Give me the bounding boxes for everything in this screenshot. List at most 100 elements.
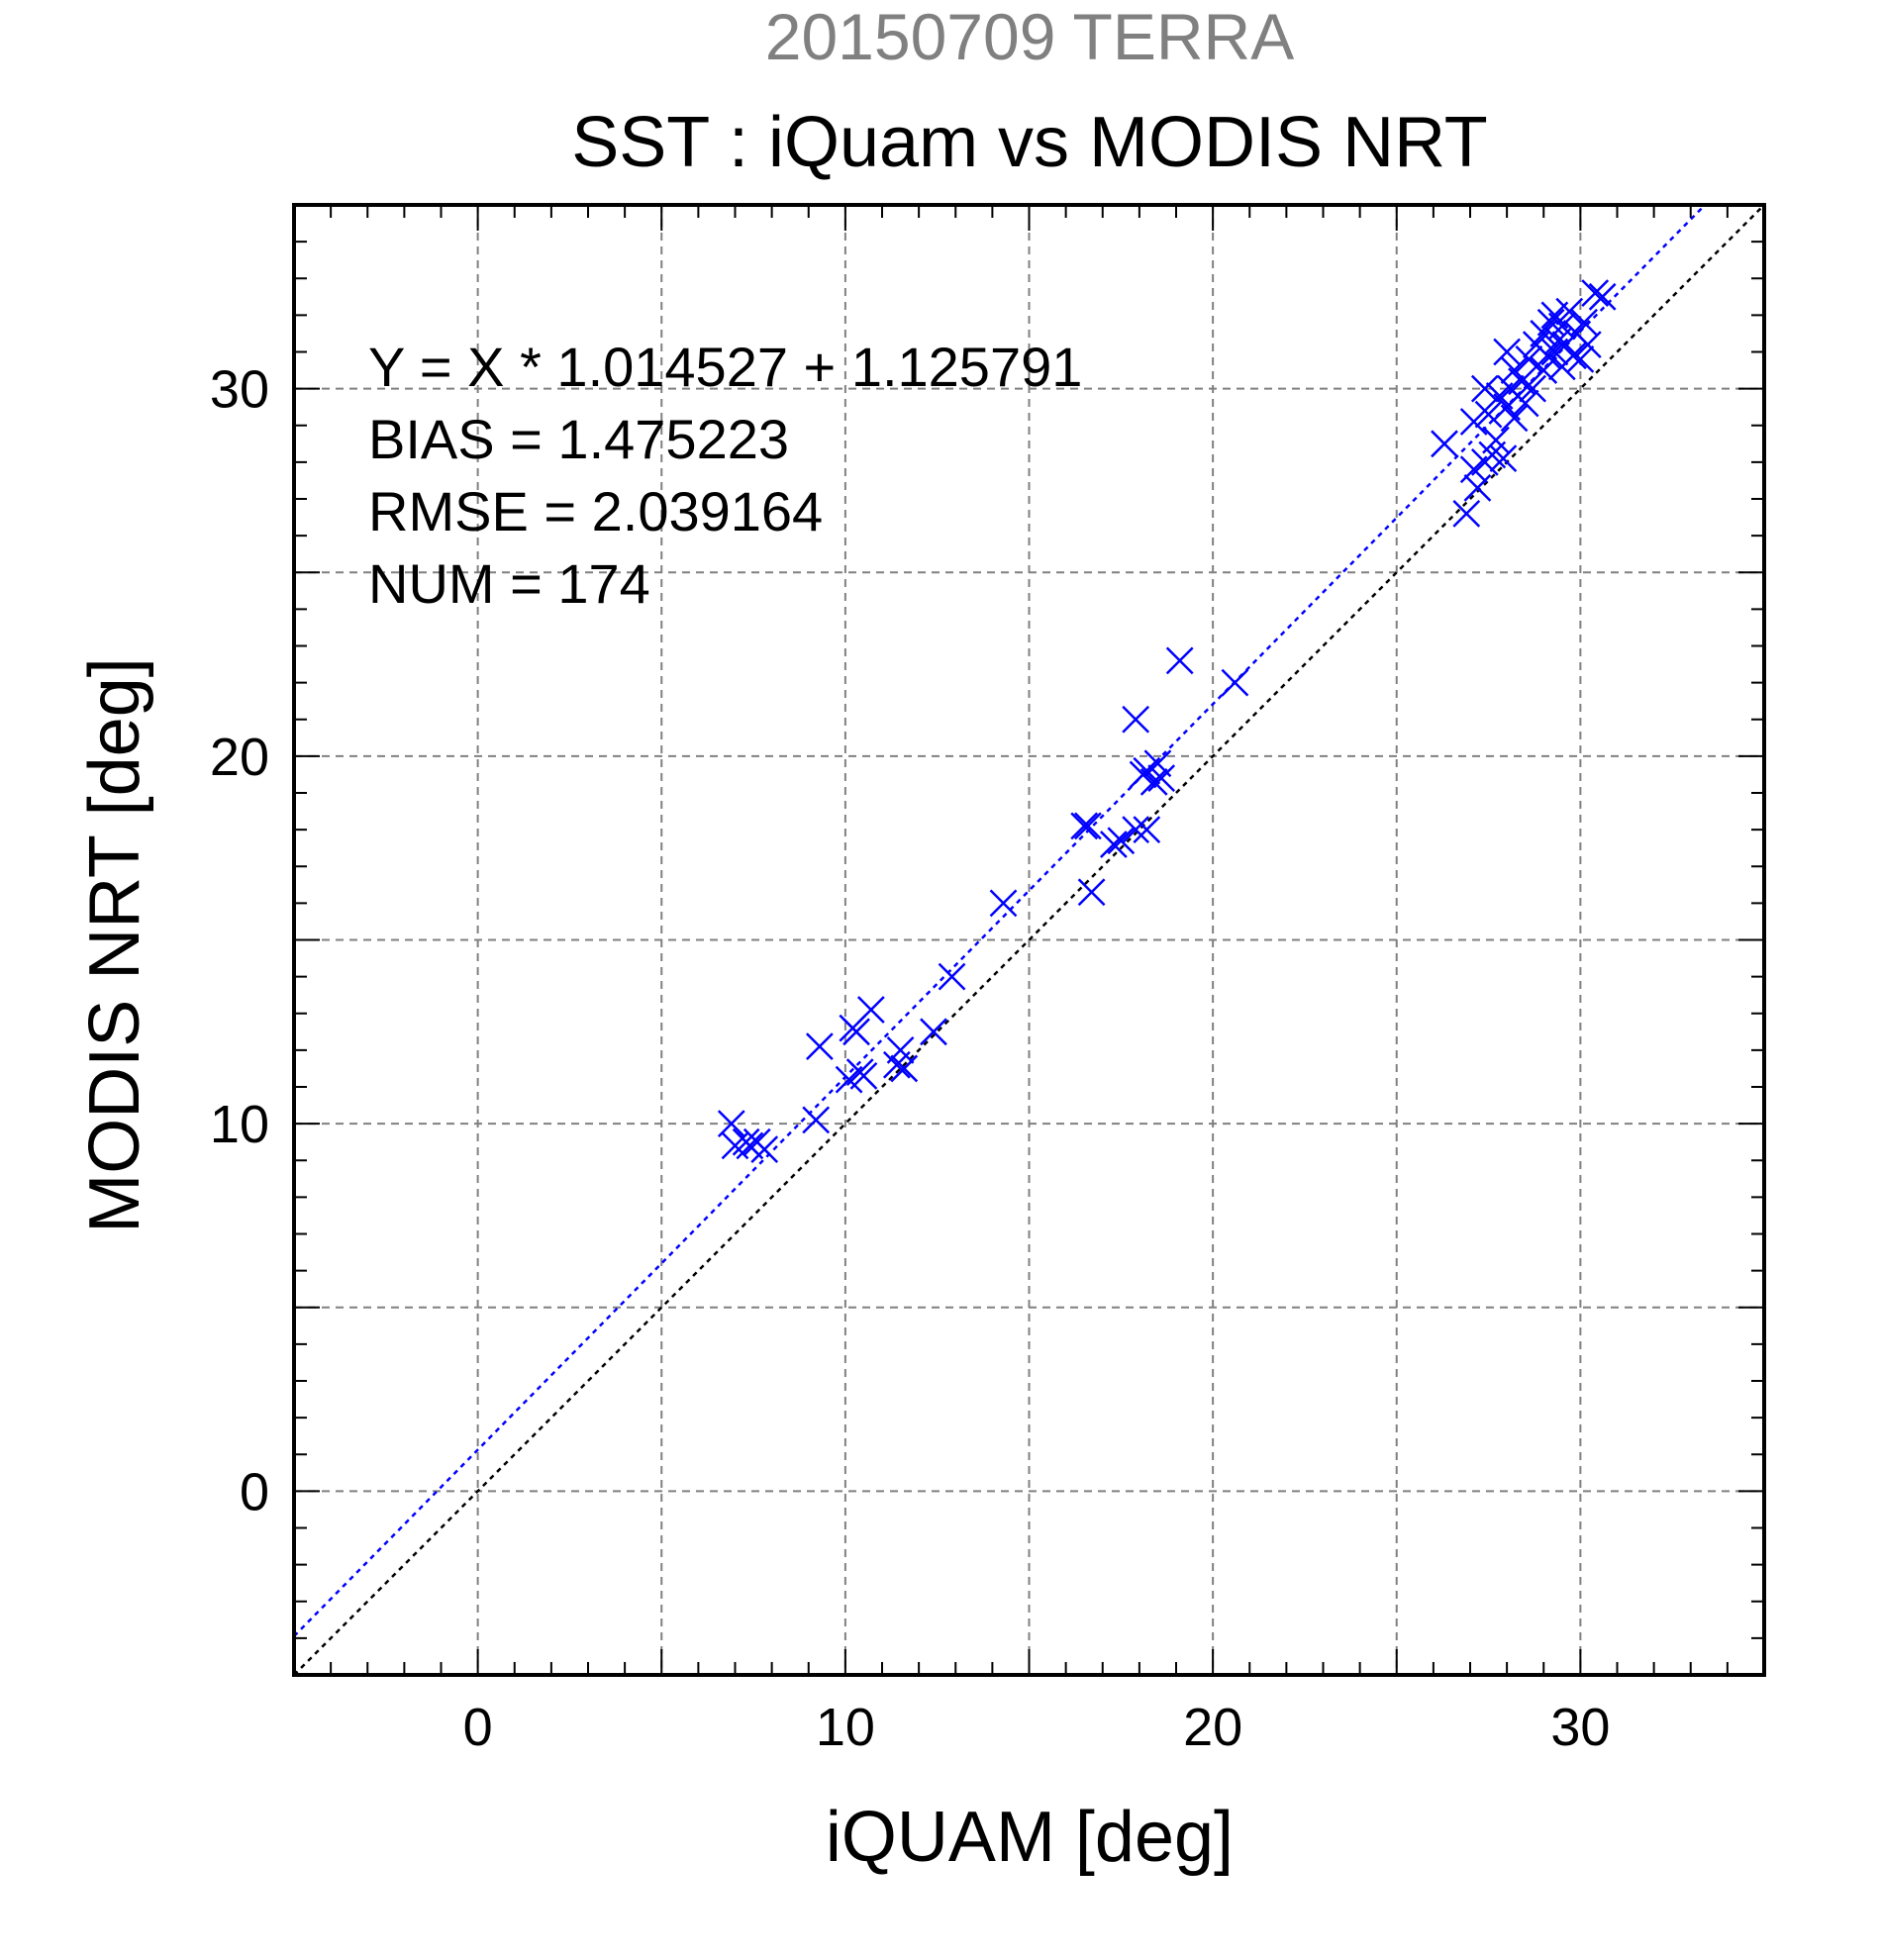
data-point-stroke	[1463, 473, 1492, 502]
data-point-stroke	[1077, 878, 1106, 907]
data-point	[1482, 426, 1510, 454]
rmse-value: RMSE = 2.039164	[368, 480, 823, 542]
data-point-stroke	[1581, 279, 1610, 307]
data-point-stroke	[1474, 400, 1503, 429]
data-point-stroke	[1452, 499, 1481, 528]
data-point	[1452, 499, 1481, 528]
data-point	[1107, 827, 1136, 855]
minor-ticks	[294, 205, 1764, 1675]
data-point-stroke	[920, 1018, 947, 1046]
stats-annotation: Y = X * 1.014527 + 1.125791 BIAS = 1.475…	[368, 336, 1082, 615]
data-point-stroke	[1573, 331, 1602, 358]
data-point-stroke	[842, 1018, 870, 1046]
data-point-stroke	[886, 1035, 915, 1064]
data-point-stroke	[1459, 408, 1488, 436]
data-point-stroke	[802, 1106, 831, 1134]
data-point	[1147, 764, 1176, 793]
data-point-stroke	[938, 962, 966, 991]
data-point	[1474, 400, 1503, 429]
data-point	[938, 962, 966, 991]
grid-lines	[294, 205, 1764, 1675]
data-point-stroke	[849, 1061, 878, 1090]
data-point	[1459, 408, 1488, 436]
data-point	[856, 996, 885, 1024]
y-tick-label: 0	[240, 1462, 269, 1521]
x-tick-label: 30	[1550, 1698, 1610, 1757]
regression-fit-line	[293, 204, 1707, 1637]
data-point-stroke	[1519, 374, 1546, 403]
data-point	[1489, 444, 1518, 473]
data-point-stroke	[1133, 816, 1161, 844]
bias-value: BIAS = 1.475223	[368, 408, 789, 470]
data-point-stroke	[1100, 831, 1128, 858]
data-point-stroke	[750, 1135, 779, 1163]
data-point	[1122, 816, 1150, 844]
data-point-stroke	[1147, 764, 1176, 793]
data-point	[1493, 338, 1522, 366]
y-tick-label: 20	[210, 728, 269, 787]
data-point	[1511, 389, 1539, 418]
chart-title: SST : iQuam vs MODIS NRT	[571, 103, 1488, 182]
x-tick-label: 10	[816, 1698, 875, 1757]
data-point	[1534, 342, 1561, 370]
data-point	[1074, 812, 1102, 840]
y-tick-label: 10	[210, 1095, 269, 1154]
y-axis-label: MODIS NRT [deg]	[75, 657, 154, 1233]
data-point-stroke	[721, 1131, 749, 1160]
data-point-stroke	[1122, 816, 1150, 844]
data-point-stroke	[1515, 345, 1543, 373]
data-point-stroke	[1431, 430, 1458, 458]
data-point-stroke	[1070, 812, 1099, 840]
data-point	[1077, 878, 1106, 907]
data-point-stroke	[1559, 342, 1587, 370]
chart-subtitle: 20150709 TERRA	[765, 0, 1294, 73]
data-point-stroke	[1555, 297, 1584, 326]
data-point	[1573, 331, 1602, 358]
data-point	[849, 1061, 878, 1090]
data-point	[842, 1018, 870, 1046]
data-point	[1581, 279, 1610, 307]
data-point-stroke	[1588, 282, 1617, 311]
data-point-stroke	[1482, 426, 1510, 454]
data-point-stroke	[1500, 404, 1529, 433]
data-point	[1139, 767, 1168, 796]
regression-equation: Y = X * 1.014527 + 1.125791	[368, 336, 1082, 398]
data-point-stroke	[1536, 308, 1565, 337]
data-point-stroke	[989, 889, 1018, 918]
data-point-stroke	[1139, 767, 1168, 796]
data-point	[920, 1018, 947, 1046]
data-point-stroke	[856, 996, 885, 1024]
data-point	[806, 1032, 834, 1061]
data-point	[802, 1106, 831, 1134]
data-point	[1070, 812, 1099, 840]
y-axis-ticks: 0 10 20 30	[210, 360, 269, 1522]
num-value: NUM = 174	[368, 552, 650, 615]
data-point	[1122, 705, 1150, 734]
identity-line	[293, 204, 1765, 1676]
data-point	[1463, 473, 1492, 502]
data-point-stroke	[1470, 374, 1499, 403]
x-tick-label: 20	[1183, 1698, 1242, 1757]
data-point	[1470, 374, 1499, 403]
data-point	[1431, 430, 1458, 458]
data-point-stroke	[1500, 356, 1529, 384]
data-point-stroke	[1547, 312, 1576, 341]
data-point-stroke	[1107, 827, 1136, 855]
x-axis-label: iQUAM [deg]	[826, 1798, 1234, 1877]
data-point-stroke	[1122, 705, 1150, 734]
data-point-stroke	[1566, 345, 1595, 373]
data-point	[1133, 816, 1161, 844]
data-point-stroke	[890, 1054, 919, 1083]
data-points	[717, 279, 1617, 1163]
data-point-stroke	[1489, 444, 1518, 473]
data-point	[1515, 345, 1543, 373]
data-point	[1221, 668, 1249, 697]
data-point-stroke	[1511, 389, 1539, 418]
data-point	[989, 889, 1018, 918]
data-point	[1566, 345, 1595, 373]
data-point	[1555, 297, 1584, 326]
data-point-stroke	[1074, 812, 1102, 840]
reference-lines	[293, 204, 1765, 1676]
data-point-stroke	[1534, 342, 1561, 370]
